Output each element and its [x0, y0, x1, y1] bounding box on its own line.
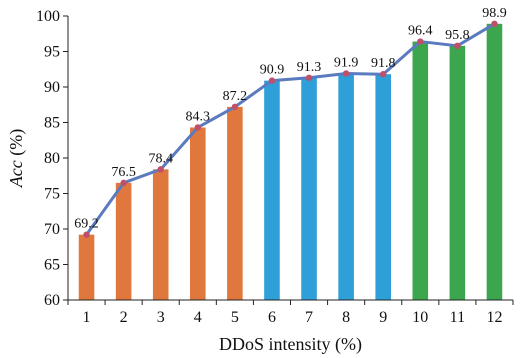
marker-1	[83, 231, 90, 238]
marker-8	[342, 70, 350, 77]
bar-4	[190, 127, 206, 300]
x-tick-label-4: 4	[194, 309, 202, 326]
data-label-4: 84.3	[186, 109, 211, 124]
x-tick-label-12: 12	[486, 309, 502, 326]
marker-10	[417, 38, 424, 45]
data-label-3: 78.4	[148, 151, 173, 166]
bar-5	[227, 106, 243, 300]
y-tick-label-75: 75	[44, 186, 60, 203]
x-tick-label-1: 1	[83, 309, 91, 326]
data-label-2: 76.5	[111, 165, 136, 180]
data-label-10: 96.4	[408, 24, 433, 39]
y-tick-label-65: 65	[44, 257, 60, 274]
y-ticks-group: 60 65 70 75 80 85 90 95 100	[36, 8, 68, 309]
y-tick-label-95: 95	[44, 44, 60, 61]
y-axis-title-unit: (%)	[6, 129, 27, 160]
marker-11	[454, 42, 461, 50]
x-axis-title: DDoS intensity (%)	[219, 334, 362, 355]
x-tick-label-5: 5	[231, 309, 239, 326]
y-tick-label-85: 85	[44, 115, 60, 132]
marker-6	[268, 77, 276, 84]
y-tick-label-70: 70	[44, 221, 60, 238]
data-label-6: 90.9	[260, 63, 285, 78]
data-label-5: 87.2	[223, 89, 248, 104]
y-tick-label-60: 60	[44, 292, 60, 309]
y-tick-label-90: 90	[44, 79, 60, 96]
y-axis-title-main: Acc	[6, 160, 26, 188]
axes-group	[67, 16, 513, 301]
bar-9	[375, 74, 391, 300]
bar-11	[449, 45, 466, 300]
bar-6	[264, 80, 280, 300]
data-label-11: 95.8	[445, 28, 470, 43]
data-label-1: 69.2	[74, 217, 99, 232]
bar-10	[412, 41, 429, 301]
marker-2	[120, 179, 127, 187]
x-tick-label-8: 8	[342, 309, 350, 326]
bar-12	[486, 23, 503, 301]
x-tick-label-7: 7	[305, 309, 313, 326]
bar-1	[78, 234, 95, 300]
data-label-8: 91.9	[334, 56, 359, 71]
x-tick-label-11: 11	[450, 309, 465, 326]
x-tick-label-9: 9	[379, 309, 387, 326]
data-label-12: 98.9	[482, 6, 507, 21]
accuracy-trend-line	[85, 22, 496, 236]
marker-9	[380, 71, 387, 78]
marker-12	[491, 20, 498, 28]
data-labels-group: 69.2 76.5 78.4 84.3 87.2 90.9 91.3 91.9 91.8 96.4…	[74, 6, 506, 232]
bar-8	[338, 73, 354, 300]
bar-2	[115, 182, 132, 300]
bars-group	[78, 23, 503, 301]
marker-5	[231, 103, 239, 111]
marker-4	[194, 124, 201, 131]
data-label-7: 91.3	[297, 60, 322, 75]
y-tick-label-100: 100	[36, 8, 60, 25]
bar-3	[152, 169, 169, 300]
marker-7	[305, 74, 313, 81]
x-tick-label-6: 6	[268, 309, 276, 326]
x-ticks-group: 1 2 3 4 5 6 7 8 9 10 11 12	[67, 300, 514, 326]
trend-line-group	[83, 20, 498, 238]
x-tick-label-10: 10	[412, 309, 428, 326]
marker-3	[157, 166, 164, 173]
data-label-9: 91.8	[371, 56, 396, 71]
x-tick-label-2: 2	[120, 309, 128, 326]
y-tick-label-80: 80	[44, 150, 60, 167]
x-tick-label-3: 3	[157, 309, 165, 326]
y-axis-title: Acc (%)	[6, 129, 27, 188]
bar-7	[301, 77, 317, 301]
